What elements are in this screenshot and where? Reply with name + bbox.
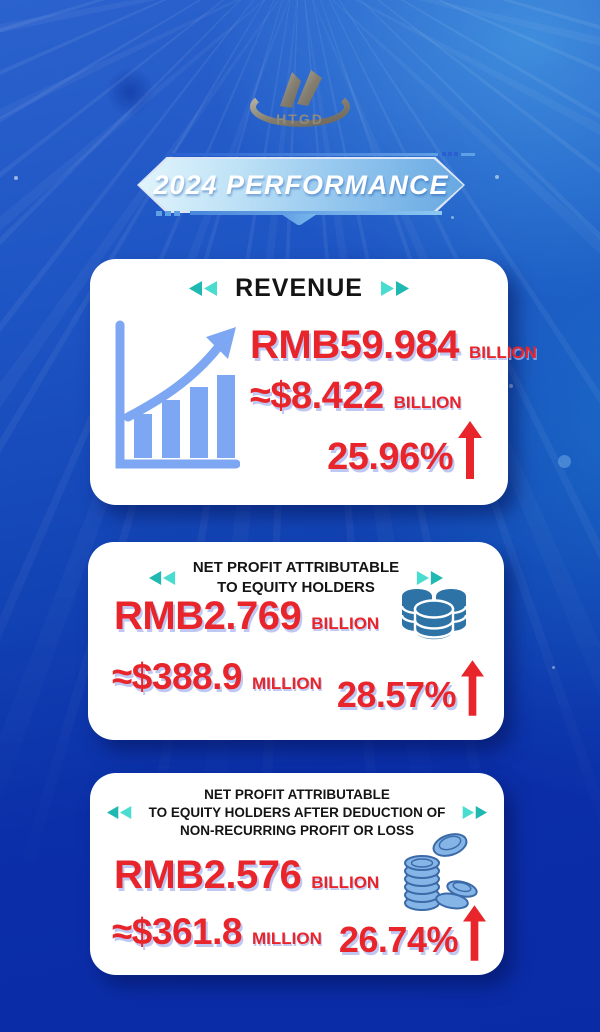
banner-notch [281, 214, 317, 225]
background-dot [495, 175, 499, 179]
background-dot [451, 216, 454, 219]
usd-unit: MILLION [251, 929, 322, 948]
net-profit-card: NET PROFIT ATTRIBUTABLE TO EQUITY HOLDER… [88, 542, 504, 740]
background-dot [558, 455, 571, 468]
card-title-line: NET PROFIT ATTRIBUTABLE [192, 559, 400, 576]
double-arrow-right-icon [463, 806, 488, 820]
card-title-line: NET PROFIT ATTRIBUTABLE [204, 787, 390, 802]
card-title: NET PROFIT ATTRIBUTABLE TO EQUITY HOLDER… [149, 786, 446, 839]
usd-value-line: ≈$388.9 MILLION [112, 656, 322, 698]
rmb-unit: BILLION [311, 873, 380, 892]
double-arrow-left-icon [106, 806, 131, 820]
card-title: REVENUE [235, 274, 363, 303]
banner-tick-dash [461, 153, 475, 156]
performance-banner: 2024 PERFORMANCE [137, 157, 465, 213]
card-title-line: REVENUE [235, 274, 363, 302]
growth-line: 26.74% [339, 905, 486, 961]
banner-title: 2024 PERFORMANCE [153, 169, 449, 200]
banner-tick [156, 211, 162, 216]
background-dot [552, 666, 555, 669]
card-title: NET PROFIT ATTRIBUTABLE TO EQUITY HOLDER… [193, 558, 399, 597]
coin-stacks-icon [400, 589, 468, 642]
rmb-value: RMB2.576 [114, 853, 302, 897]
rmb-value: RMB2.769 [114, 594, 302, 638]
rmb-value: RMB59.984 [250, 323, 459, 367]
card-title-row: NET PROFIT ATTRIBUTABLE TO EQUITY HOLDER… [90, 786, 504, 839]
banner-tick [442, 152, 446, 156]
up-arrow-icon [461, 660, 484, 716]
double-arrow-right-icon [380, 281, 409, 296]
usd-unit: BILLION [393, 393, 462, 412]
card-title-row: REVENUE [90, 274, 508, 303]
card-title-row: NET PROFIT ATTRIBUTABLE TO EQUITY HOLDER… [88, 558, 504, 597]
rmb-unit: BILLION [311, 614, 380, 633]
card-title-line: TO EQUITY HOLDERS AFTER DEDUCTION OF [148, 804, 446, 820]
card-title-line: TO EQUITY HOLDERS [217, 578, 375, 596]
double-arrow-left-icon [189, 281, 218, 296]
banner-tick [448, 152, 452, 156]
rmb-value-line: RMB2.576 BILLION [114, 853, 379, 898]
banner-tick [454, 152, 458, 156]
usd-value: ≈$361.8 [112, 911, 242, 952]
banner-top-line [170, 153, 438, 156]
rmb-value-line: RMB59.984 BILLION [250, 323, 537, 368]
usd-value-line: ≈$8.422 BILLION [250, 375, 462, 418]
revenue-card: REVENUE RMB59.984 BILLION ≈$8.422 BILLIO… [90, 259, 537, 505]
growth-value: 25.96% [327, 436, 453, 478]
htgd-logo: HTGD [250, 70, 350, 127]
rmb-unit: BILLION [468, 343, 537, 362]
card-title-line: NON-RECURRING PROFIT OR LOSS [179, 822, 414, 838]
bar-chart-growth-icon [115, 320, 240, 469]
banner-tick [165, 211, 171, 216]
net-profit-deducted-card: NET PROFIT ATTRIBUTABLE TO EQUITY HOLDER… [90, 773, 504, 975]
usd-unit: MILLION [251, 674, 322, 693]
growth-line: 25.96% [327, 421, 482, 479]
double-arrow-right-icon [417, 570, 444, 585]
usd-value-line: ≈$361.8 MILLION [112, 911, 322, 953]
background-dot [509, 384, 513, 388]
banner-bottom-line [190, 211, 442, 215]
up-arrow-icon [458, 421, 482, 479]
up-arrow-icon [463, 905, 486, 961]
banner-tick [174, 211, 180, 216]
rmb-value-line: RMB2.769 BILLION [114, 594, 379, 639]
growth-line: 28.57% [337, 660, 484, 716]
coins-pile-icon [404, 833, 478, 911]
growth-value: 28.57% [336, 674, 457, 715]
logo-text: HTGD [276, 111, 324, 127]
performance-banner-fill: 2024 PERFORMANCE [139, 159, 463, 211]
double-arrow-left-icon [148, 570, 175, 585]
usd-value: ≈$8.422 [250, 375, 384, 417]
logo-mark-icon: HTGD [250, 70, 350, 127]
background-dot [14, 176, 18, 180]
growth-value: 26.74% [338, 919, 459, 960]
usd-value: ≈$388.9 [112, 656, 242, 697]
